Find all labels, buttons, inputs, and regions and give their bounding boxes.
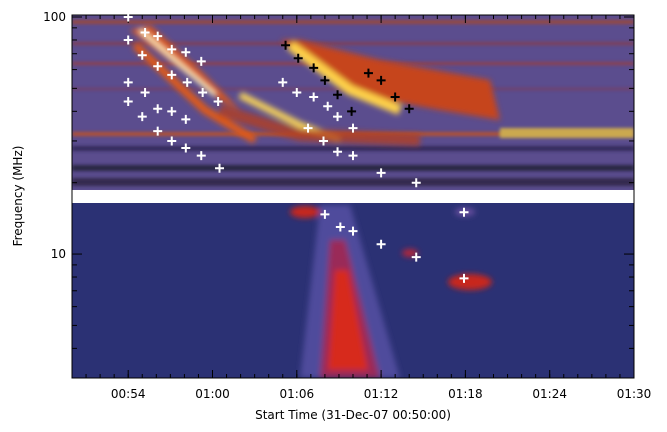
cross-marker [347, 106, 357, 116]
cross-marker [411, 178, 421, 188]
x-tick-label: 01:18 [448, 387, 483, 401]
cross-marker [181, 143, 191, 153]
cross-marker [459, 207, 469, 217]
cross-marker [213, 97, 223, 107]
cross-marker [181, 114, 191, 124]
cross-marker [281, 40, 291, 50]
cross-marker [137, 112, 147, 122]
cross-marker [348, 123, 358, 133]
cross-marker [153, 104, 163, 114]
cross-marker [167, 70, 177, 80]
cross-marker [123, 35, 133, 45]
cross-marker [198, 88, 208, 98]
cross-marker [404, 104, 414, 114]
cross-marker [309, 92, 319, 102]
cross-marker [333, 112, 343, 122]
cross-marker [376, 239, 386, 249]
cross-marker [335, 222, 345, 232]
cross-marker [182, 77, 192, 87]
cross-marker [459, 273, 469, 283]
cross-marker [167, 106, 177, 116]
x-tick-label: 01:12 [364, 387, 399, 401]
x-tick-label: 01:30 [617, 387, 652, 401]
cross-marker [123, 97, 133, 107]
cross-marker [153, 126, 163, 136]
cross-marker [320, 209, 330, 219]
cross-marker [140, 28, 150, 38]
cross-marker [137, 50, 147, 60]
cross-marker [292, 88, 302, 98]
cross-marker [293, 53, 303, 63]
spectrum-upper [72, 15, 634, 190]
cross-marker [318, 136, 328, 146]
cross-marker [363, 68, 373, 78]
cross-marker [153, 31, 163, 41]
cross-marker [390, 92, 400, 102]
cross-marker [215, 163, 225, 173]
x-tick-label: 01:00 [195, 387, 230, 401]
cross-marker [140, 88, 150, 98]
x-axis-label: Start Time (31-Dec-07 00:50:00) [255, 408, 451, 422]
cross-marker [323, 101, 333, 111]
x-tick-label: 00:54 [111, 387, 146, 401]
y-tick-label: 100 [43, 10, 66, 24]
cross-marker [278, 77, 288, 87]
cross-marker [411, 252, 421, 262]
cross-marker [123, 12, 133, 22]
cross-marker [167, 44, 177, 54]
y-tick-label: 10 [51, 247, 66, 261]
cross-marker [309, 63, 319, 73]
cross-marker [333, 90, 343, 100]
cross-marker [333, 147, 343, 157]
x-tick-label: 01:06 [280, 387, 315, 401]
panel-gap [72, 190, 634, 203]
cross-marker [196, 56, 206, 66]
cross-marker [181, 47, 191, 57]
cross-marker [196, 151, 206, 161]
y-axis-label: Frequency (MHz) [11, 146, 25, 247]
cross-marker [348, 151, 358, 161]
cross-marker [167, 136, 177, 146]
cross-marker [320, 75, 330, 85]
cross-marker [123, 77, 133, 87]
cross-marker [376, 75, 386, 85]
cross-marker [153, 61, 163, 71]
x-tick-label: 01:24 [532, 387, 567, 401]
cross-marker [348, 226, 358, 236]
cross-marker [303, 123, 313, 133]
cross-marker [376, 168, 386, 178]
